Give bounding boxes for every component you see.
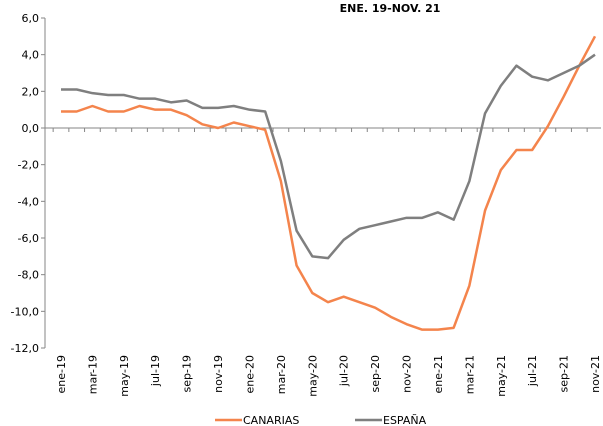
- x-tick-label: mar-19: [86, 355, 99, 394]
- x-tick-label: may-20: [306, 355, 319, 397]
- x-tick-label: nov-21: [589, 355, 602, 393]
- x-tick-label: jul-19: [149, 355, 162, 387]
- x-tick-label: ene-20: [243, 355, 256, 393]
- x-tick-label: jul-21: [526, 355, 539, 387]
- x-tick-label: mar-20: [275, 355, 288, 394]
- x-tick-label: mar-21: [463, 355, 476, 394]
- x-tick-label: ene-21: [432, 355, 445, 393]
- y-tick-label: -10,0: [11, 305, 39, 318]
- line-series: [61, 53, 596, 260]
- y-tick-label: -6,0: [18, 232, 39, 245]
- chart-title: ENE. 19-NOV. 21: [340, 2, 441, 15]
- x-tick-label: sep-20: [369, 355, 382, 392]
- y-tick-label: 6,0: [22, 12, 40, 25]
- line-series: [61, 35, 597, 331]
- y-tick-label: -8,0: [18, 269, 39, 282]
- legend-label: CANARIAS: [243, 414, 299, 426]
- y-tick-label: 2,0: [22, 85, 40, 98]
- x-tick-label: nov-19: [212, 355, 225, 393]
- x-tick-label: sep-19: [181, 355, 194, 392]
- x-tick-label: may-21: [495, 355, 508, 397]
- y-tick-label: -4,0: [18, 195, 39, 208]
- x-tick-label: jul-20: [338, 355, 351, 387]
- x-tick-label: may-19: [118, 355, 131, 397]
- y-tick-label: 0,0: [22, 122, 40, 135]
- x-tick-label: nov-20: [401, 355, 414, 393]
- y-tick-label: 4,0: [22, 49, 40, 62]
- y-tick-label: -12,0: [11, 342, 39, 355]
- y-tick-label: -2,0: [18, 159, 39, 172]
- x-tick-label: sep-21: [558, 355, 571, 392]
- legend-label: ESPAÑA: [383, 414, 427, 426]
- x-tick-label: ene-19: [55, 355, 68, 393]
